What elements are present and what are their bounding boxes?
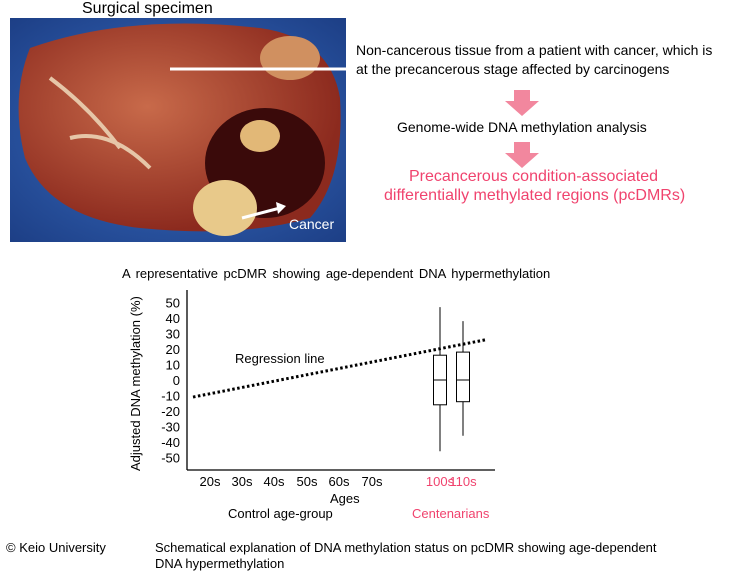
flow-step3-line1: Precancerous condition-associated — [409, 168, 659, 185]
cancer-label: Cancer — [289, 216, 335, 232]
copyright: © Keio University — [6, 540, 106, 555]
x-tick-label: 100s — [426, 474, 455, 489]
pointer-arrow-cancer — [241, 206, 281, 220]
flow-step2: Genome-wide DNA methylation analysis — [397, 119, 647, 135]
caption-line2: DNA hypermethylation — [155, 556, 285, 571]
regression-line-label: Regression line — [235, 351, 325, 366]
caption-line1: Schematical explanation of DNA methylati… — [155, 540, 657, 555]
x-tick-label: 40s — [264, 474, 285, 489]
down-arrow-icon — [505, 90, 539, 116]
surgical-specimen-photo — [10, 18, 346, 242]
x-tick-label: 70s — [362, 474, 383, 489]
x-tick-label: 60s — [329, 474, 350, 489]
x-tick-label: 50s — [297, 474, 318, 489]
x-tick-label: 110s — [449, 474, 477, 489]
y-tick-label: -10 — [161, 389, 180, 404]
y-tick-label: -50 — [161, 451, 180, 466]
specimen-title: Surgical specimen — [82, 0, 213, 17]
arrowhead-icon — [346, 46, 356, 58]
y-tick-label: -30 — [161, 420, 180, 435]
x-tick-label: 20s — [200, 474, 221, 489]
flow-step1-line2: at the precancerous stage affected by ca… — [356, 61, 670, 77]
centenarians-label: Centenarians — [412, 506, 490, 521]
control-group-label: Control age-group — [228, 506, 333, 521]
y-tick-label: -40 — [161, 435, 180, 450]
y-tick-label: -20 — [161, 404, 180, 419]
x-axis-label: Ages — [330, 491, 360, 506]
chart-title: A representative pcDMR showing age-depen… — [122, 266, 551, 281]
flow-step3-line2: differentially methylated regions (pcDMR… — [384, 187, 686, 204]
flow-step1-line1: Non-cancerous tissue from a patient with… — [356, 42, 713, 58]
y-tick-label: 50 — [166, 296, 180, 311]
y-tick-label: 30 — [166, 327, 180, 342]
x-tick-label: 30s — [232, 474, 253, 489]
y-tick-label: 40 — [166, 311, 180, 326]
y-tick-label: 0 — [173, 373, 180, 388]
down-arrow-icon — [505, 142, 539, 168]
box-iqr — [456, 351, 470, 403]
y-tick-label: 20 — [166, 342, 180, 357]
y-tick-label: 10 — [166, 358, 180, 373]
